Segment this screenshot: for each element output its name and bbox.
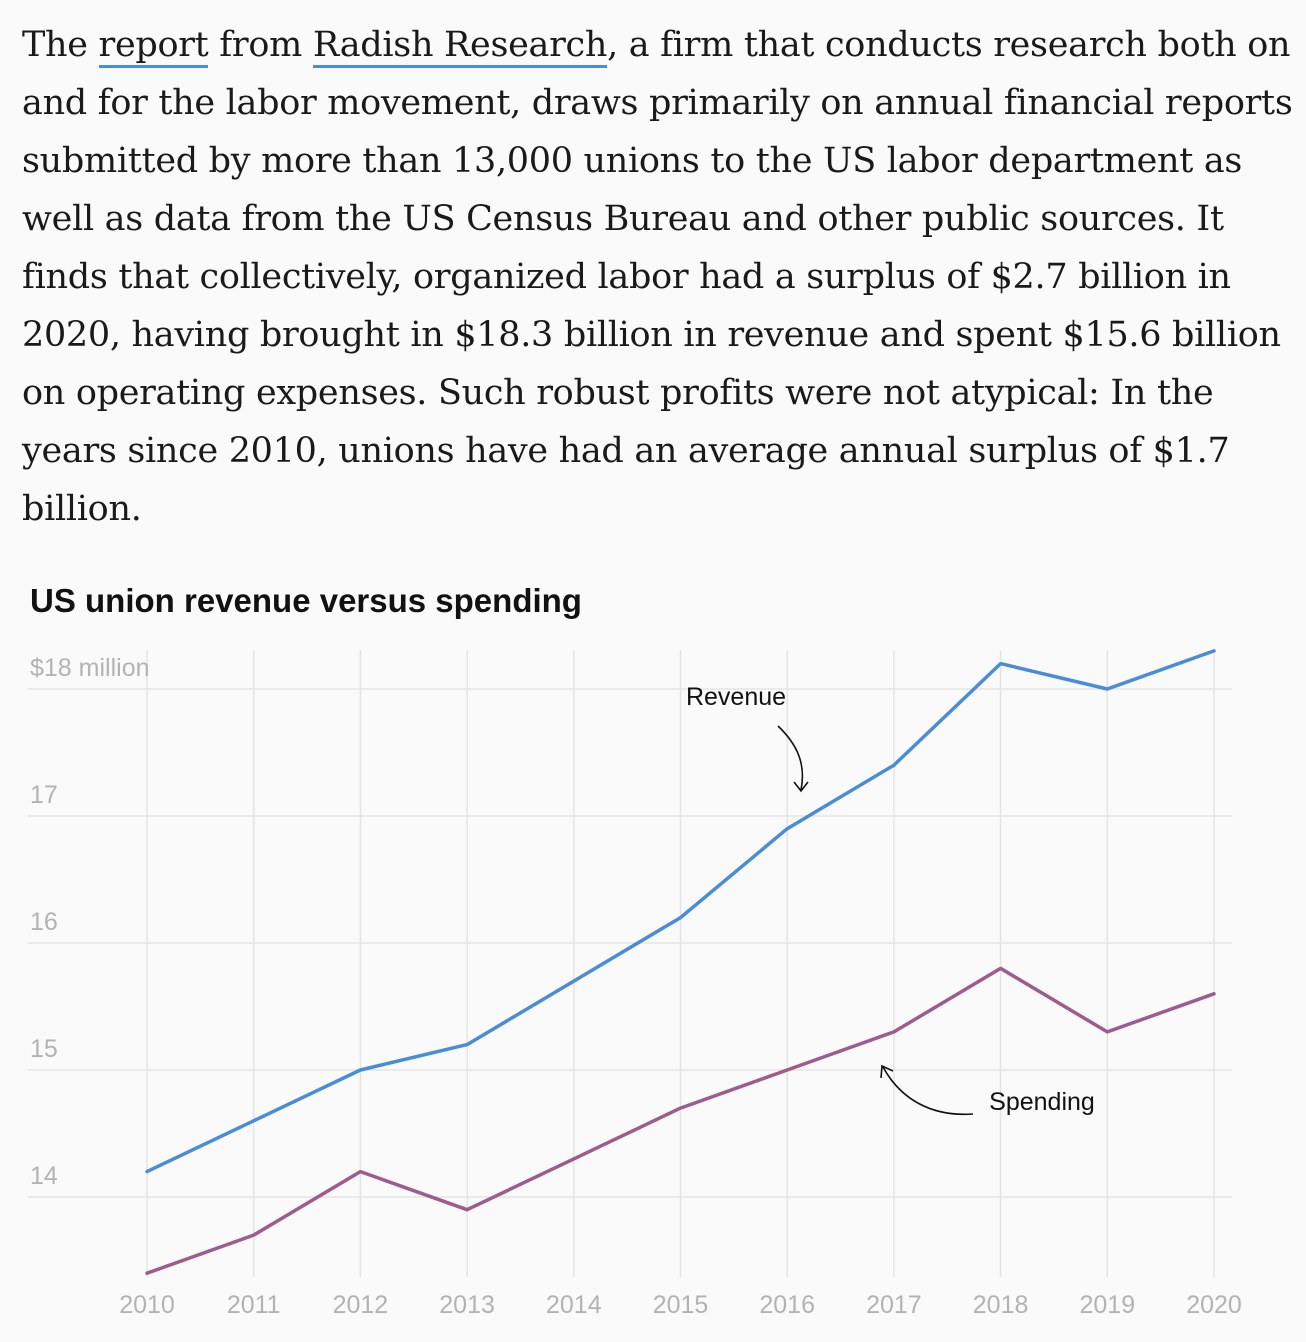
y-axis-ticks: $18 million 17 16 15 14 [30, 654, 150, 1190]
y-tick-label: $18 million [30, 654, 150, 682]
x-tick-label: 2019 [1079, 1291, 1135, 1319]
revenue-annotation-label: Revenue [686, 683, 786, 711]
text-segment: , a firm that conducts research both on … [22, 25, 1293, 529]
x-tick-label: 2012 [333, 1291, 389, 1319]
line-chart: $18 million 17 16 15 14 2010 2011 2012 2013 2014… [28, 649, 1242, 1319]
chart-grid [28, 650, 1232, 1277]
revenue-line [145, 649, 1216, 1174]
series-lines [145, 649, 1216, 1275]
text-segment: from [208, 25, 313, 65]
chart-title: US union revenue versus spending [30, 582, 582, 619]
x-tick-label: 2016 [759, 1291, 815, 1319]
x-tick-label: 2013 [439, 1291, 495, 1319]
x-axis-ticks: 2010 2011 2012 2013 2014 2015 2016 2017 2018 2019… [119, 1291, 1242, 1319]
y-tick-label: 16 [30, 908, 58, 936]
y-tick-label: 14 [30, 1162, 58, 1190]
x-tick-label: 2011 [227, 1291, 281, 1319]
x-tick-label: 2010 [119, 1291, 175, 1319]
text-segment: The [22, 25, 99, 65]
y-tick-label: 17 [30, 781, 58, 809]
spending-line [145, 966, 1216, 1275]
revenue-arrowhead [793, 781, 809, 793]
article-paragraph: The report from Radish Research, a firm … [22, 16, 1297, 538]
spending-arrow [882, 1066, 974, 1116]
y-tick-label: 15 [30, 1035, 58, 1063]
x-tick-label: 2020 [1186, 1291, 1242, 1319]
radish-research-link[interactable]: Radish Research [312, 25, 607, 68]
x-tick-label: 2017 [866, 1291, 922, 1319]
report-link[interactable]: report [98, 25, 209, 68]
x-tick-label: 2018 [973, 1291, 1029, 1319]
spending-arrowhead [880, 1064, 894, 1079]
revenue-arrow [777, 725, 804, 791]
spending-annotation-label: Spending [989, 1088, 1095, 1116]
x-tick-label: 2015 [653, 1291, 709, 1319]
annotations: Revenue Spending [686, 683, 1095, 1116]
x-tick-label: 2014 [546, 1291, 602, 1319]
